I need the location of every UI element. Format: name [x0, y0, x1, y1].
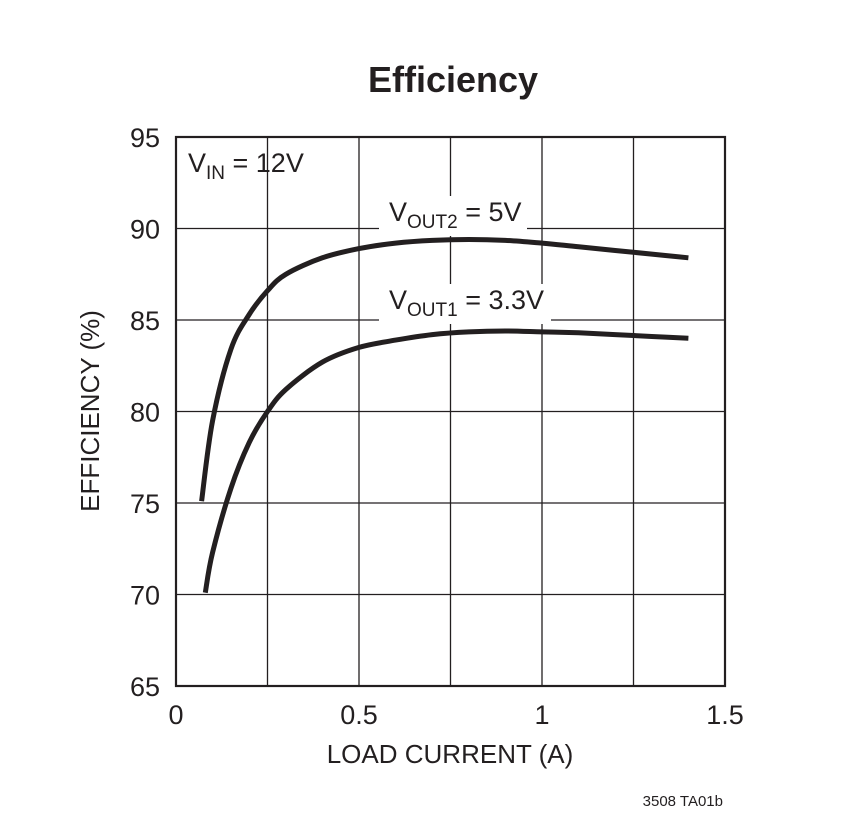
annotation-vout2-text: VOUT2 = 5V — [389, 197, 522, 233]
annotation-vout2: VOUT2 = 5V — [379, 196, 527, 236]
annotation-vin-text: VIN = 12V — [188, 148, 304, 184]
figure-code: 3508 TA01b — [643, 793, 723, 810]
annotation-vin: VIN = 12V — [188, 148, 304, 184]
annotation-vout1: VOUT1 = 3.3V — [379, 284, 551, 324]
plot-frame — [174, 135, 727, 688]
x-tick-label: 0.5 — [340, 700, 378, 730]
annotation-vout1-text: VOUT1 = 3.3V — [389, 285, 544, 321]
annotation-vout1-background — [379, 284, 551, 324]
series-line-vout1 — [202, 328, 689, 594]
annotation-vout2-background — [379, 196, 527, 236]
annotation-layer: VIN = 12V VOUT2 = 5V VOUT1 = 3.3V — [188, 148, 551, 324]
y-axis-label: EFFICIENCY (%) — [75, 310, 105, 512]
y-tick-label: 90 — [130, 215, 160, 245]
y-tick-label: 70 — [130, 581, 160, 611]
y-tick-labels: 65 70 75 80 85 90 95 — [130, 123, 160, 702]
x-tick-labels: 0 0.5 1 1.5 — [168, 700, 743, 730]
x-axis-label: LOAD CURRENT (A) — [327, 739, 574, 769]
series-layer — [199, 237, 689, 594]
x-tick-label: 1.5 — [706, 700, 744, 730]
series-line-vout2 — [199, 237, 689, 502]
y-tick-label: 95 — [130, 123, 160, 153]
y-tick-label: 65 — [130, 672, 160, 702]
y-tick-label: 85 — [130, 306, 160, 336]
x-tick-label: 0 — [168, 700, 183, 730]
x-tick-label: 1 — [534, 700, 549, 730]
y-tick-label: 80 — [130, 398, 160, 428]
chart-title: Efficiency — [368, 59, 538, 100]
y-tick-label: 75 — [130, 489, 160, 519]
